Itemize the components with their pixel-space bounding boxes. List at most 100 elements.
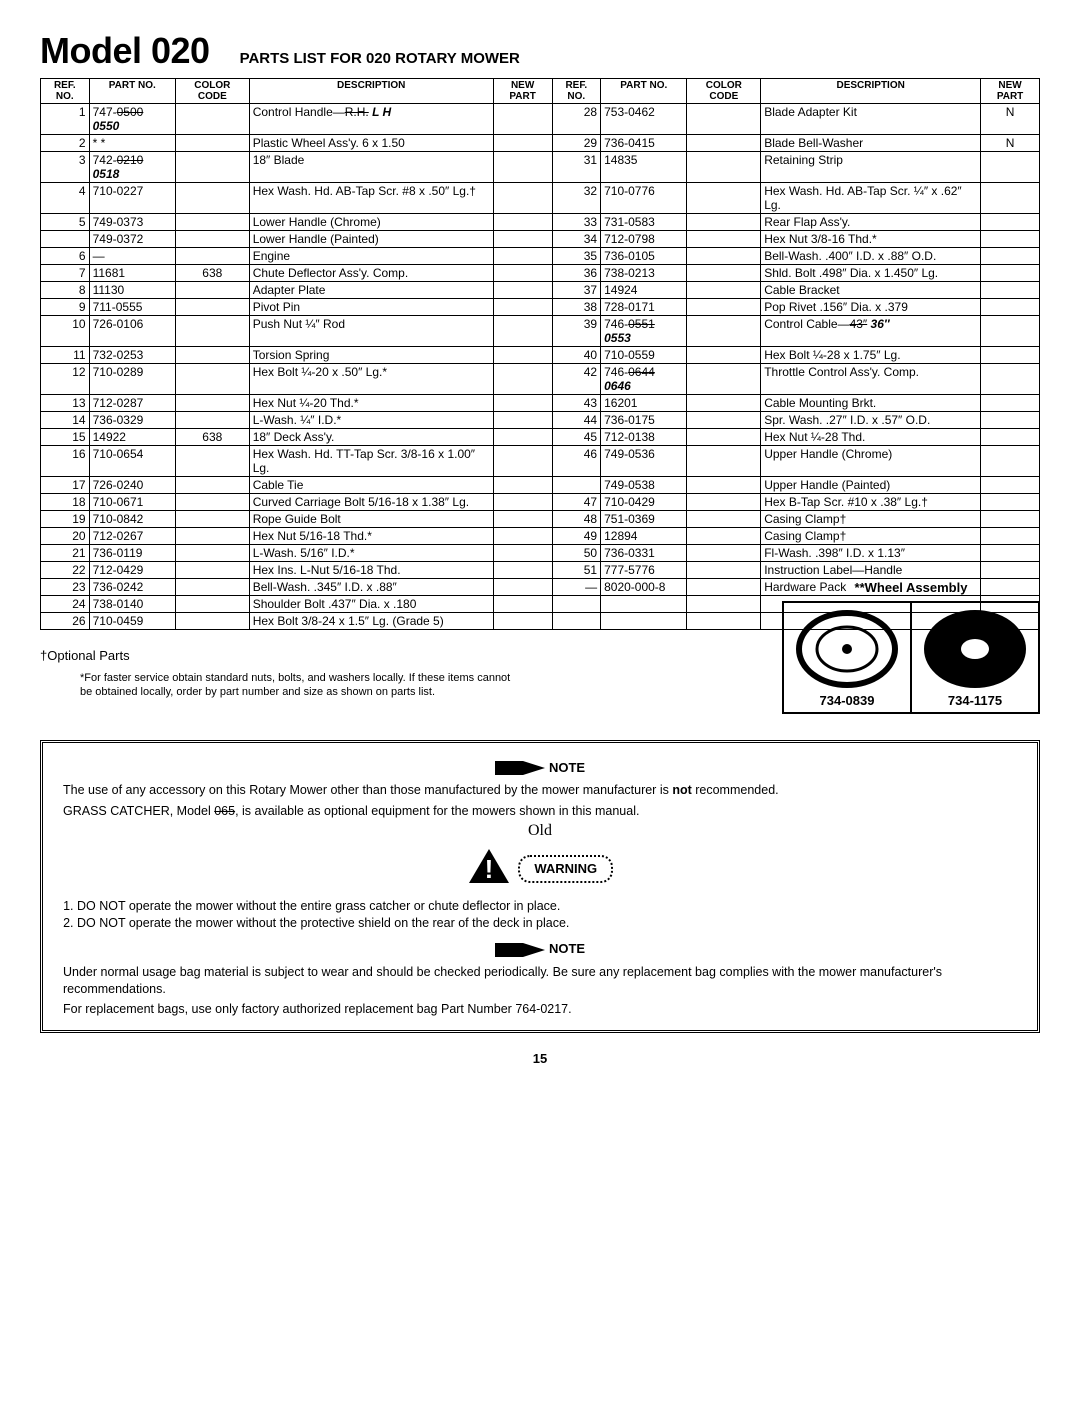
table-cell: 728-0171 (601, 299, 687, 316)
table-cell: 726-0106 (89, 316, 175, 347)
table-cell: Control Handle—R.H. L H (249, 104, 493, 135)
table-cell: 50 (552, 545, 601, 562)
hdr-color: COLOR CODE (175, 79, 249, 104)
table-cell: Hex Nut 3/8-16 Thd.* (761, 231, 981, 248)
table-cell: 7 (41, 265, 90, 282)
table-cell (981, 528, 1040, 545)
table-cell: Blade Bell-Washer (761, 135, 981, 152)
table-cell (687, 231, 761, 248)
table-cell: 712-0267 (89, 528, 175, 545)
table-cell (175, 579, 249, 596)
table-cell: 777-5776 (601, 562, 687, 579)
table-cell: 747-0500 0550 (89, 104, 175, 135)
table-cell (175, 395, 249, 412)
table-cell: Bell-Wash. .400″ I.D. x .88″ O.D. (761, 248, 981, 265)
warning-triangle-icon: ! (467, 847, 511, 890)
table-cell: Control Cable—43″ 36″ (761, 316, 981, 347)
table-cell: 17 (41, 477, 90, 494)
table-cell: * * (89, 135, 175, 152)
wheel-cell: 734-1175 (910, 603, 1038, 712)
table-cell: 753-0462 (601, 104, 687, 135)
table-cell: Upper Handle (Chrome) (761, 446, 981, 477)
table-cell: N (981, 104, 1040, 135)
table-cell (687, 494, 761, 511)
table-cell: Hex Wash. Hd. TT-Tap Scr. 3/8-16 x 1.00″… (249, 446, 493, 477)
table-cell: 1 (41, 104, 90, 135)
table-cell: 710-0671 (89, 494, 175, 511)
table-cell (687, 152, 761, 183)
table-cell: 36 (552, 265, 601, 282)
wheel-assembly-block: **Wheel Assembly 734-0839734-1175 (782, 580, 1040, 714)
table-cell (687, 429, 761, 446)
table-cell: Lower Handle (Painted) (249, 231, 493, 248)
hdr-desc2: DESCRIPTION (761, 79, 981, 104)
table-cell: 736-0329 (89, 412, 175, 429)
table-cell: 3 (41, 152, 90, 183)
svg-text:!: ! (484, 854, 493, 884)
table-cell (175, 104, 249, 135)
table-cell: 14835 (601, 152, 687, 183)
table-cell (687, 562, 761, 579)
table-cell (175, 511, 249, 528)
table-cell: 712-0429 (89, 562, 175, 579)
note-warning-box: NOTE The use of any accessory on this Ro… (40, 740, 1040, 1034)
table-cell (175, 364, 249, 395)
table-cell (175, 152, 249, 183)
table-cell: 712-0138 (601, 429, 687, 446)
table-cell: 10 (41, 316, 90, 347)
table-cell (175, 596, 249, 613)
table-cell: Pivot Pin (249, 299, 493, 316)
table-cell: 44 (552, 412, 601, 429)
note2-line1: Under normal usage bag material is subje… (63, 964, 1017, 998)
table-cell: 14 (41, 412, 90, 429)
table-cell: 11130 (89, 282, 175, 299)
table-cell (493, 135, 552, 152)
warning-label: WARNING (518, 855, 613, 883)
table-cell (493, 104, 552, 135)
table-cell: 710-0429 (601, 494, 687, 511)
table-cell (493, 395, 552, 412)
table-cell (552, 477, 601, 494)
table-cell: 40 (552, 347, 601, 364)
table-cell: Adapter Plate (249, 282, 493, 299)
table-cell: 738-0213 (601, 265, 687, 282)
table-cell (687, 364, 761, 395)
hdr-desc: DESCRIPTION (249, 79, 493, 104)
table-cell (981, 152, 1040, 183)
table-cell: 710-0842 (89, 511, 175, 528)
table-cell: 11 (41, 347, 90, 364)
table-cell: 710-0227 (89, 183, 175, 214)
table-cell (981, 412, 1040, 429)
table-cell (687, 299, 761, 316)
table-cell: 11681 (89, 265, 175, 282)
table-cell (493, 429, 552, 446)
note2-line2: For replacement bags, use only factory a… (63, 1001, 1017, 1018)
table-cell (175, 494, 249, 511)
table-cell (493, 214, 552, 231)
table-cell (601, 596, 687, 613)
table-cell: Hex Ins. L-Nut 5/16-18 Thd. (249, 562, 493, 579)
table-cell: 14924 (601, 282, 687, 299)
table-cell: 736-0242 (89, 579, 175, 596)
table-cell: Retaining Strip (761, 152, 981, 183)
table-cell: 33 (552, 214, 601, 231)
table-cell (981, 511, 1040, 528)
table-cell: 712-0287 (89, 395, 175, 412)
table-cell: 18 (41, 494, 90, 511)
table-cell: 13 (41, 395, 90, 412)
table-cell: Engine (249, 248, 493, 265)
table-cell: Hex Bolt 3/8-24 x 1.5″ Lg. (Grade 5) (249, 613, 493, 630)
hdr-part2: PART NO. (601, 79, 687, 104)
table-cell (687, 104, 761, 135)
table-cell: 712-0798 (601, 231, 687, 248)
table-cell (493, 494, 552, 511)
table-cell: 710-0776 (601, 183, 687, 214)
table-cell: Casing Clamp† (761, 528, 981, 545)
table-cell: Cable Bracket (761, 282, 981, 299)
table-cell (175, 545, 249, 562)
wheel-assembly-title: **Wheel Assembly (782, 580, 1040, 595)
table-cell: 8020-000-8 (601, 579, 687, 596)
table-cell: L-Wash. ¼″ I.D.* (249, 412, 493, 429)
table-cell: 736-0105 (601, 248, 687, 265)
table-cell: 746-0551 0553 (601, 316, 687, 347)
